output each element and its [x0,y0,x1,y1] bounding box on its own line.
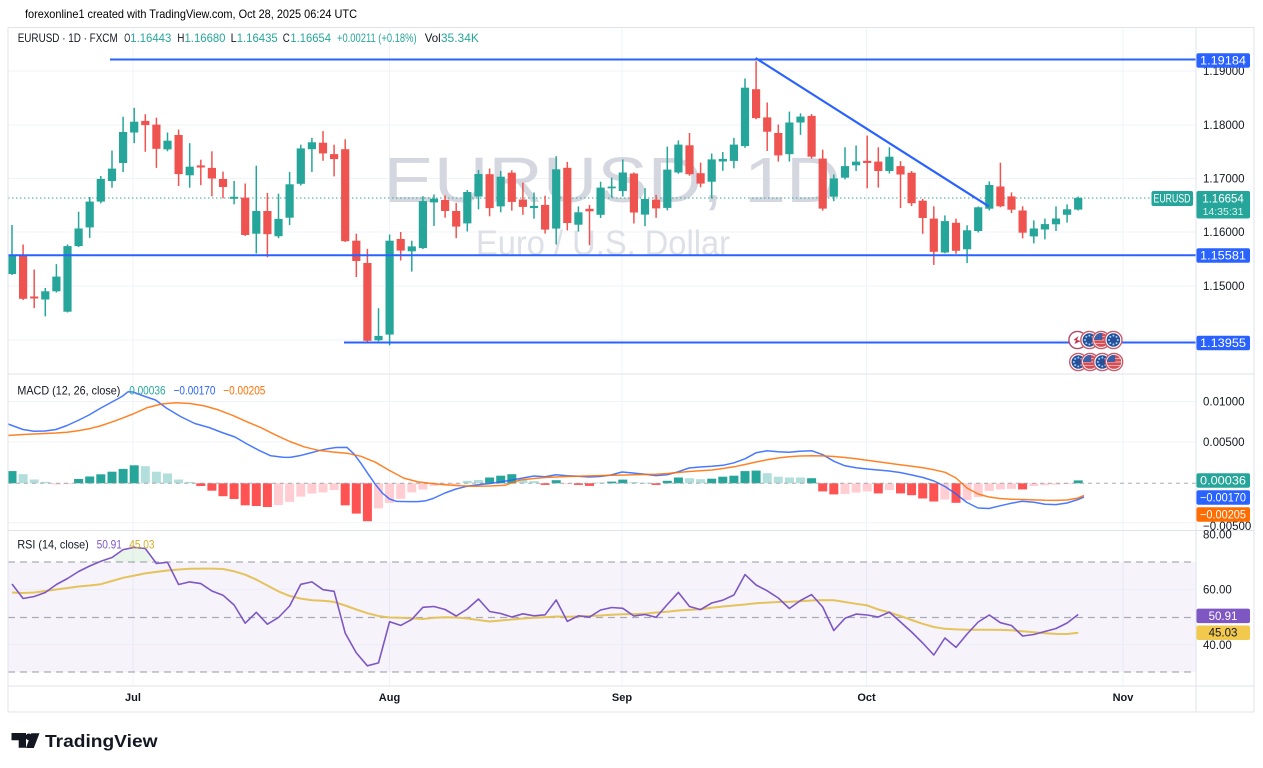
svg-text:Nov: Nov [1113,692,1135,704]
svg-text:1.17000: 1.17000 [1203,174,1245,186]
svg-text:45.03: 45.03 [1209,628,1238,640]
svg-text:−0.00170: −0.00170 [174,384,216,398]
svg-text:−0.00205: −0.00205 [223,384,265,398]
svg-text:1.16000: 1.16000 [1203,227,1245,239]
svg-text:TradingView: TradingView [45,731,158,751]
svg-text:−0.00500: −0.00500 [1203,521,1251,533]
svg-text:RSI (14, close): RSI (14, close) [17,538,88,552]
svg-text:O: O [124,31,130,45]
svg-text:+0.00211 (+0.18%): +0.00211 (+0.18%) [337,31,417,45]
svg-text:1.19000: 1.19000 [1203,66,1245,78]
svg-text:−0.00205: −0.00205 [1200,510,1246,522]
svg-text:80.00: 80.00 [1203,529,1232,541]
svg-text:−0.00170: −0.00170 [1200,493,1246,505]
svg-text:MACD (12, 26, close): MACD (12, 26, close) [17,384,120,398]
svg-text:1.16435: 1.16435 [237,31,278,45]
svg-text:forexonline1 created with Trad: forexonline1 created with TradingView.co… [25,7,357,21]
svg-text:50.91: 50.91 [97,538,122,552]
svg-text:EURUSD · 1D · FXCM: EURUSD · 1D · FXCM [18,31,118,45]
svg-text:1.19184: 1.19184 [1200,56,1247,68]
svg-text:0.01000: 0.01000 [1203,397,1245,409]
svg-text:H: H [177,31,184,45]
svg-text:Aug: Aug [379,692,400,704]
svg-text:Jul: Jul [125,692,141,704]
svg-text:1.16443: 1.16443 [130,31,171,45]
svg-text:Sep: Sep [612,692,632,704]
svg-text:L: L [231,31,237,45]
svg-text:40.00: 40.00 [1203,640,1232,652]
svg-text:45.03: 45.03 [129,538,155,552]
svg-text:60.00: 60.00 [1203,584,1232,596]
svg-text:50.91: 50.91 [1209,611,1238,623]
svg-text:1.15581: 1.15581 [1200,251,1246,263]
svg-text:1.13955: 1.13955 [1200,338,1246,350]
svg-text:1.16654: 1.16654 [290,31,331,45]
svg-text:Euro / U.S. Dollar: Euro / U.S. Dollar [476,224,730,263]
svg-text:1.16654: 1.16654 [1202,194,1244,206]
svg-text:1.15000: 1.15000 [1203,281,1245,293]
svg-text:14:35:31: 14:35:31 [1203,206,1244,218]
svg-text:35.34K: 35.34K [441,31,479,45]
svg-text:1.16680: 1.16680 [185,31,226,45]
svg-text:0.00036: 0.00036 [129,384,166,398]
svg-text:1.18000: 1.18000 [1203,120,1245,132]
svg-text:Oct: Oct [857,692,876,704]
svg-text:EURUSD: EURUSD [1154,194,1191,206]
svg-text:Vol: Vol [425,31,441,45]
svg-text:C: C [283,31,290,45]
svg-text:0.00500: 0.00500 [1203,437,1245,449]
svg-text:0.00036: 0.00036 [1200,476,1246,488]
